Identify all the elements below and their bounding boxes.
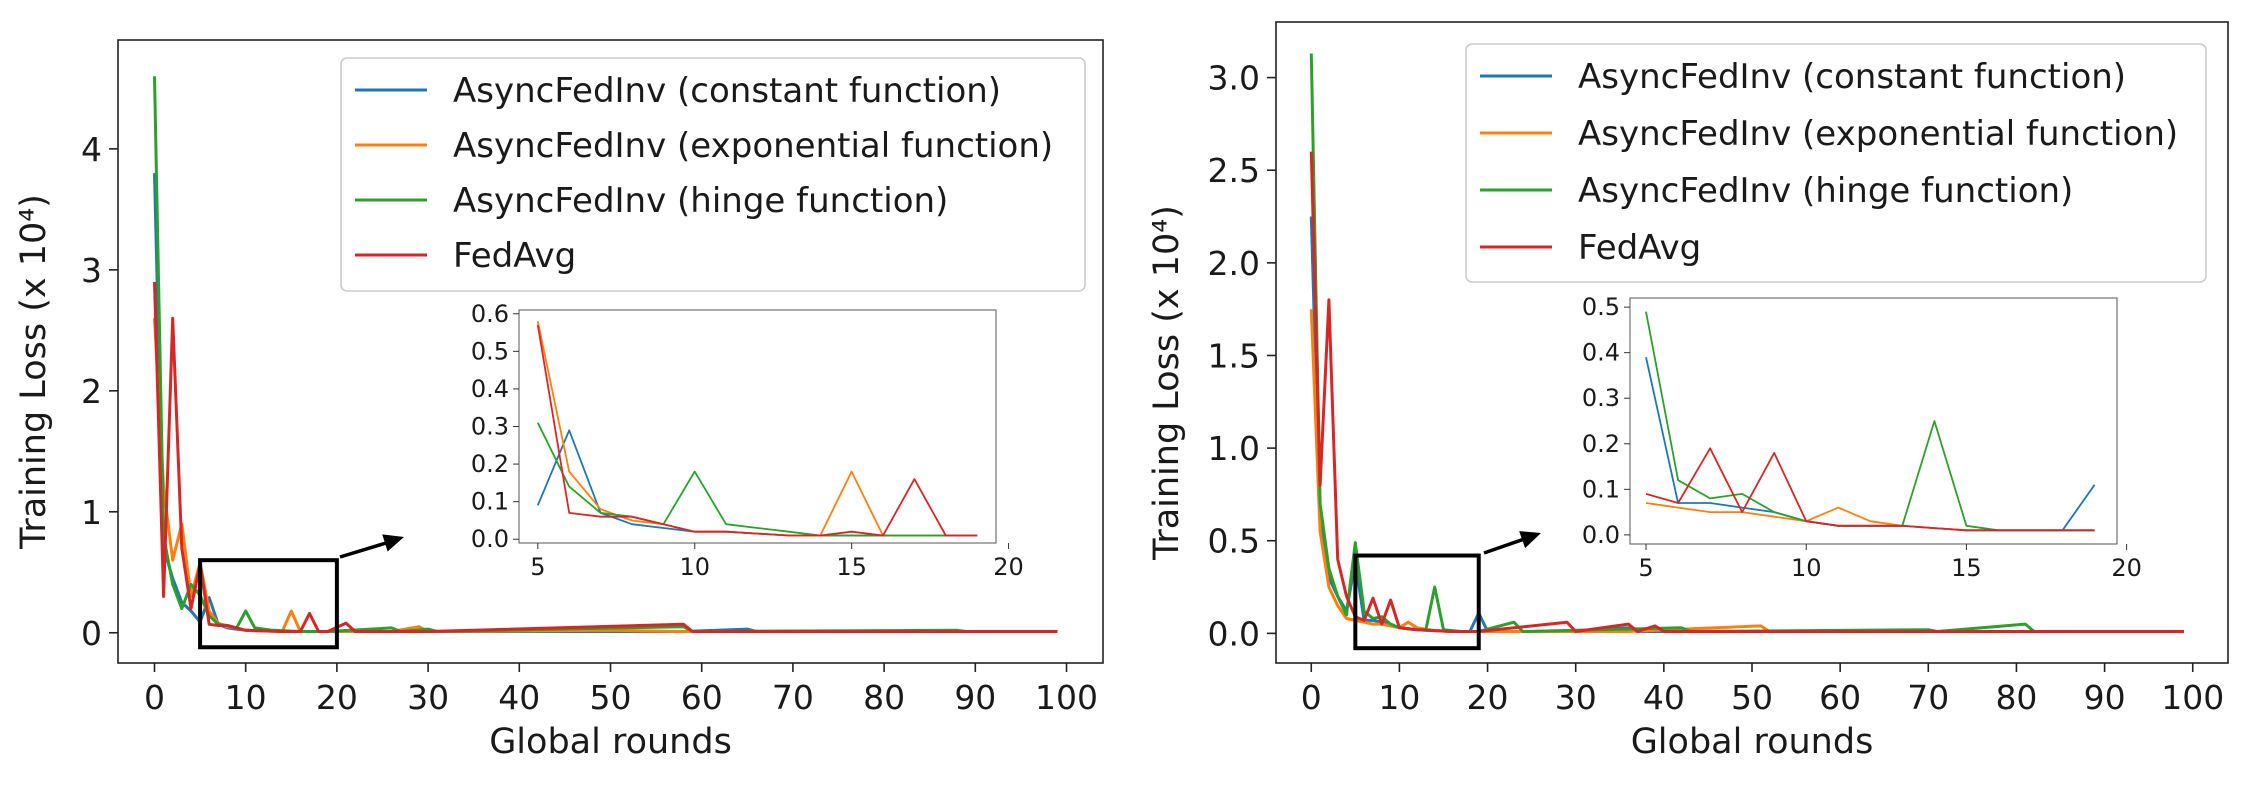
y-axis-label: Training Loss (x 10⁴) (14, 194, 54, 550)
x-tick-label: 50 (1731, 678, 1773, 717)
inset-y-tick-label: 0.1 (471, 488, 509, 516)
y-tick-label: 2.5 (1208, 151, 1260, 190)
zoom-arrow-head (382, 534, 404, 552)
series-lines (1309, 53, 2184, 633)
zoom-box (1353, 553, 1481, 651)
series-line-2 (153, 76, 1058, 633)
legend-box (340, 57, 1086, 292)
inset-x-tick-label: 10 (679, 553, 710, 581)
x-tick-label: 10 (1378, 678, 1420, 717)
zoom-arrow-head (1519, 531, 1541, 549)
inset-y-tick-label: 0.3 (1582, 384, 1620, 412)
y-axis-label: Training Loss (x 10⁴) (1147, 205, 1187, 561)
x-tick-label: 20 (1467, 678, 1509, 717)
x-tick-label: 20 (316, 678, 358, 717)
x-tick-label: 90 (954, 678, 996, 717)
inset-y-tick-label: 0.6 (471, 300, 509, 328)
y-tick-label: 4 (81, 130, 102, 169)
inset-y-tick-label: 0.4 (1582, 339, 1620, 367)
inset-series-line-2 (536, 422, 978, 537)
inset-frame (1629, 297, 2118, 545)
inset-background (519, 310, 996, 543)
legend-label-0: AsyncFedInv (constant function) (1578, 57, 2126, 97)
legend-label-1: AsyncFedInv (exponential function) (1578, 114, 2178, 154)
y-tick-label: 1.0 (1208, 429, 1260, 468)
x-tick-label: 90 (2084, 678, 2126, 717)
series-line-3 (1309, 151, 2184, 633)
inset-y-tick-label: 0.0 (471, 525, 509, 553)
inset-x-tick-label: 15 (836, 553, 867, 581)
y-tick-label: 0 (81, 614, 102, 653)
inset-y-tick-label: 0.4 (471, 375, 509, 403)
x-tick-label: 50 (590, 678, 632, 717)
y-tick-label: 1 (81, 493, 102, 532)
legend-label-0: AsyncFedInv (constant function) (453, 71, 1001, 111)
x-tick-label: 30 (407, 678, 449, 717)
y-tick-label: 0.5 (1208, 522, 1260, 561)
chart-left: 0 10 20 30 40 50 60 70 80 90 100 0 1 2 3 4 Global rounds… (14, 39, 1104, 762)
x-axis-label: Global rounds (1631, 722, 1874, 762)
x-tick-label: 0 (1301, 678, 1322, 717)
series-line-3 (153, 281, 1058, 633)
legend: AsyncFedInv (constant function) AsyncFedI… (1465, 43, 2207, 283)
x-tick-label: 60 (681, 678, 723, 717)
x-tick-label: 100 (1035, 678, 1098, 717)
x-tick-label: 70 (772, 678, 814, 717)
x-tick-label: 60 (1819, 678, 1861, 717)
inset-series-line-3 (1645, 447, 2095, 532)
legend-label-2: AsyncFedInv (hinge function) (1578, 171, 2073, 211)
inset-chart: 5 10 15 20 0.0 0.1 0.2 0.3 0.4 0.5 0.6 (471, 300, 1024, 581)
x-tick-label: 100 (2161, 678, 2224, 717)
inset-series-line-3 (536, 324, 978, 537)
inset-chart: 5 10 15 20 0.0 0.1 0.2 0.3 0.4 0.5 (1582, 293, 2142, 582)
y-tick-label: 3.0 (1208, 59, 1260, 98)
y-tick-label: 2 (81, 372, 102, 411)
inset-y-tick-label: 0.5 (471, 337, 509, 365)
x-tick-label: 40 (1643, 678, 1685, 717)
inset-background (1630, 298, 2117, 544)
zoom-box (198, 558, 339, 650)
inset-x-tick-label: 15 (1951, 554, 1982, 582)
inset-x-tick-label: 5 (1638, 554, 1653, 582)
inset-x-tick-label: 20 (2111, 554, 2142, 582)
y-tick-label: 2.0 (1208, 244, 1260, 283)
inset-y-tick-label: 0.2 (471, 450, 509, 478)
inset-y-tick-label: 0.1 (1582, 475, 1620, 503)
x-tick-label: 40 (498, 678, 540, 717)
legend-label-3: FedAvg (1578, 228, 1701, 268)
x-tick-label: 30 (1555, 678, 1597, 717)
y-tick-label: 0.0 (1208, 614, 1260, 653)
legend-box (1465, 43, 2207, 283)
x-tick-label: 10 (225, 678, 267, 717)
inset-y-tick-label: 0.5 (1582, 293, 1620, 321)
x-tick-label: 80 (1995, 678, 2037, 717)
y-tick-label: 1.5 (1208, 336, 1260, 375)
inset-x-tick-label: 5 (530, 553, 545, 581)
inset-y-tick-label: 0.2 (1582, 430, 1620, 458)
legend-label-2: AsyncFedInv (hinge function) (453, 181, 948, 221)
x-axis-label: Global rounds (489, 722, 732, 762)
chart-right: 0 10 20 30 40 50 60 70 80 90 100 0.0 0.5 1.0 1.5 2.0 2.5… (1147, 21, 2229, 762)
inset-x-tick-label: 10 (1791, 554, 1822, 582)
x-tick-label: 80 (863, 678, 905, 717)
x-tick-label: 0 (144, 678, 165, 717)
legend: AsyncFedInv (constant function) AsyncFedI… (340, 57, 1086, 292)
inset-x-tick-label: 20 (993, 553, 1024, 581)
y-tick-label: 3 (81, 251, 102, 290)
legend-label-1: AsyncFedInv (exponential function) (453, 126, 1053, 166)
legend-label-3: FedAvg (453, 236, 576, 276)
inset-y-tick-label: 0.0 (1582, 521, 1620, 549)
inset-y-tick-label: 0.3 (471, 413, 509, 441)
series-lines (153, 76, 1058, 633)
x-tick-label: 70 (1907, 678, 1949, 717)
